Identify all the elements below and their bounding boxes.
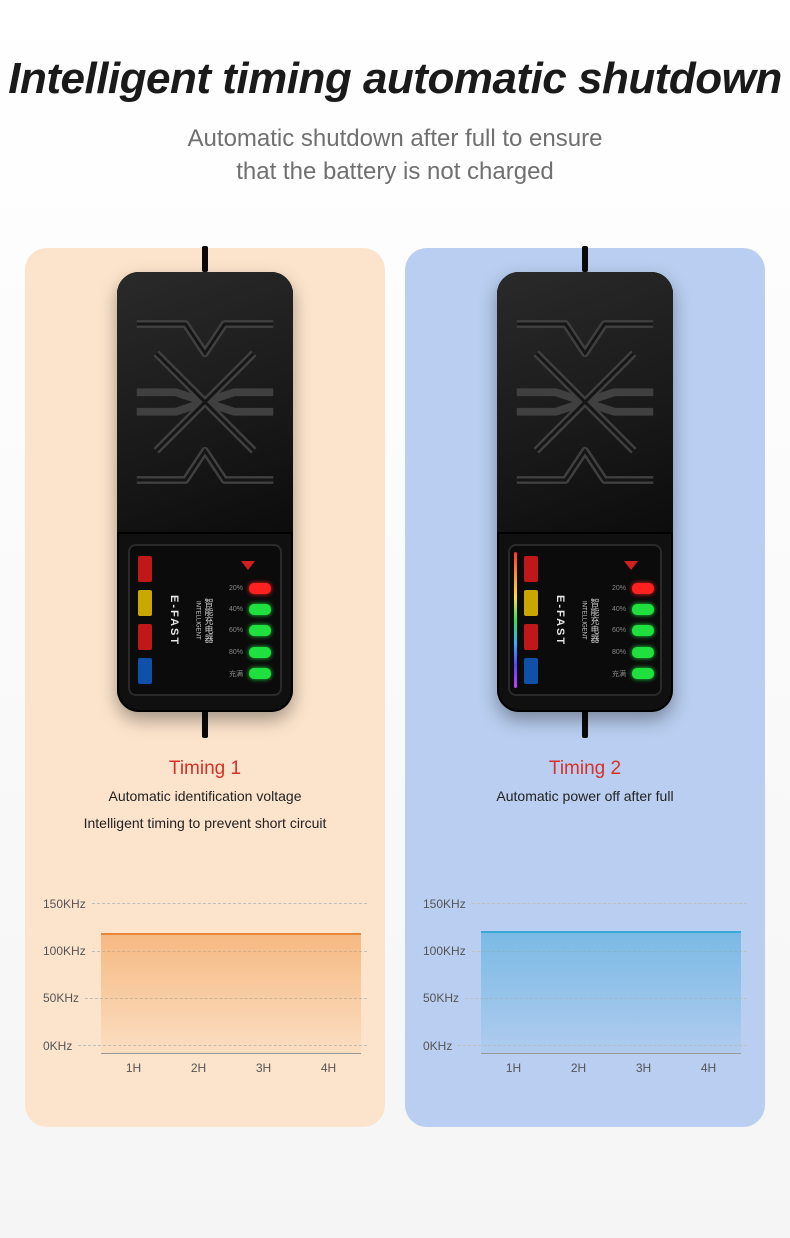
pct-full: 充满 xyxy=(225,669,243,679)
led-red xyxy=(249,583,271,594)
x-tick-2h: 2H xyxy=(571,1061,586,1075)
led-row-4: 80% xyxy=(608,647,654,658)
subtitle: Automatic shutdown after full to ensure … xyxy=(0,122,790,188)
subtitle-line-2: that the battery is not charged xyxy=(236,158,554,185)
cable-top xyxy=(202,246,208,272)
tag-blue xyxy=(138,658,152,684)
led-green xyxy=(249,604,271,615)
rainbow-strip-icon xyxy=(514,552,517,688)
x-tick-4h: 4H xyxy=(321,1061,336,1075)
pct-60: 60% xyxy=(608,627,626,634)
arrow-down-icon xyxy=(624,561,638,570)
led-row-5: 充满 xyxy=(608,668,654,679)
charger-textured-top xyxy=(117,272,293,534)
tag-yellow xyxy=(138,590,152,616)
charger-display-panel: E-FAST 智能充电器 INTELLIGENT 20% 40% 60% 80%… xyxy=(128,544,282,696)
pct-40: 40% xyxy=(608,606,626,613)
x-axis: 1H 2H 3H 4H xyxy=(481,1061,741,1075)
pct-60: 60% xyxy=(225,627,243,634)
led-row-1: 20% xyxy=(608,583,654,594)
headline: Intelligent timing automatic shutdown xyxy=(0,0,790,104)
charger-body: E-FAST 智能充电器 INTELLIGENT 20% 40% 60% 80%… xyxy=(497,272,673,712)
brand-label: E-FAST xyxy=(546,552,574,688)
panel-timing-2: E-FAST 智能充电器 INTELLIGENT 20% 40% 60% 80%… xyxy=(405,248,765,1127)
x-tick-3h: 3H xyxy=(256,1061,271,1075)
subtitle-line-1: Automatic shutdown after full to ensure xyxy=(188,125,603,152)
cable-bottom xyxy=(582,710,588,738)
timing-1-title: Timing 1 xyxy=(43,758,367,780)
cable-top xyxy=(582,246,588,272)
cable-bottom xyxy=(202,710,208,738)
tag-yellow xyxy=(524,590,538,616)
x-axis-line xyxy=(481,1053,741,1054)
charger-device: E-FAST 智能充电器 INTELLIGENT 20% 40% 60% 80%… xyxy=(43,248,367,738)
led-row-4: 80% xyxy=(225,647,271,658)
plot-area xyxy=(101,897,361,1053)
chart-left: 150KHz 100KHz 50KHz 0KHz 1H 2H 3H 4H xyxy=(43,897,367,1097)
cn-main: 智能充电器 xyxy=(203,598,216,643)
led-row-2: 40% xyxy=(608,604,654,615)
brand-label: E-FAST xyxy=(160,552,188,688)
tag-red-2 xyxy=(524,624,538,650)
x-tick-2h: 2H xyxy=(191,1061,206,1075)
led-green xyxy=(632,604,654,615)
tag-red-2 xyxy=(138,624,152,650)
plot-area xyxy=(481,897,741,1053)
pct-20: 20% xyxy=(608,585,626,592)
x-tick-1h: 1H xyxy=(126,1061,141,1075)
timing-2-caption-1: Automatic power off after full xyxy=(423,786,747,806)
x-tick-3h: 3H xyxy=(636,1061,651,1075)
timing-2-caption-spacer xyxy=(423,813,747,833)
pct-40: 40% xyxy=(225,606,243,613)
pct-80: 80% xyxy=(608,649,626,656)
pct-full: 充满 xyxy=(608,669,626,679)
led-row-5: 充满 xyxy=(225,668,271,679)
tag-red xyxy=(138,556,152,582)
area-fill xyxy=(481,931,741,1053)
arrow-down-icon xyxy=(241,561,255,570)
timing-2-title: Timing 2 xyxy=(423,758,747,780)
cn-sub: INTELLIGENT xyxy=(581,601,587,640)
led-row-3: 60% xyxy=(225,625,271,636)
led-green xyxy=(632,647,654,658)
led-red xyxy=(632,583,654,594)
panels-row: E-FAST 智能充电器 INTELLIGENT 20% 40% 60% 80%… xyxy=(0,248,790,1127)
timing-1-caption-2: Intelligent timing to prevent short circ… xyxy=(43,813,367,833)
led-column: 20% 40% 60% 80% 充满 xyxy=(608,552,654,688)
cn-label: 智能充电器 INTELLIGENT xyxy=(194,552,216,688)
led-row-2: 40% xyxy=(225,604,271,615)
panel-timing-1: E-FAST 智能充电器 INTELLIGENT 20% 40% 60% 80%… xyxy=(25,248,385,1127)
x-axis-line xyxy=(101,1053,361,1054)
cn-label: 智能充电器 INTELLIGENT xyxy=(580,552,602,688)
chart-right: 150KHz 100KHz 50KHz 0KHz 1H 2H 3H 4H xyxy=(423,897,747,1097)
tag-red xyxy=(524,556,538,582)
x-pattern-icon xyxy=(127,282,283,522)
timing-1-caption-1: Automatic identification voltage xyxy=(43,786,367,806)
cn-main: 智能充电器 xyxy=(589,598,602,643)
x-axis: 1H 2H 3H 4H xyxy=(101,1061,361,1075)
cn-sub: INTELLIGENT xyxy=(195,601,201,640)
charger-display-panel: E-FAST 智能充电器 INTELLIGENT 20% 40% 60% 80%… xyxy=(508,544,662,696)
area-fill xyxy=(101,933,361,1053)
x-pattern-icon xyxy=(507,282,663,522)
charger-textured-top xyxy=(497,272,673,534)
pct-20: 20% xyxy=(225,585,243,592)
led-row-1: 20% xyxy=(225,583,271,594)
tag-blue xyxy=(524,658,538,684)
led-green xyxy=(249,625,271,636)
led-green xyxy=(249,647,271,658)
led-green xyxy=(249,668,271,679)
charger-device: E-FAST 智能充电器 INTELLIGENT 20% 40% 60% 80%… xyxy=(423,248,747,738)
x-tick-1h: 1H xyxy=(506,1061,521,1075)
led-column: 20% 40% 60% 80% 充满 xyxy=(222,552,274,688)
x-tick-4h: 4H xyxy=(701,1061,716,1075)
side-tags xyxy=(136,552,154,688)
charger-body: E-FAST 智能充电器 INTELLIGENT 20% 40% 60% 80%… xyxy=(117,272,293,712)
led-green xyxy=(632,668,654,679)
led-green xyxy=(632,625,654,636)
led-row-3: 60% xyxy=(608,625,654,636)
pct-80: 80% xyxy=(225,649,243,656)
side-tags xyxy=(522,552,540,688)
